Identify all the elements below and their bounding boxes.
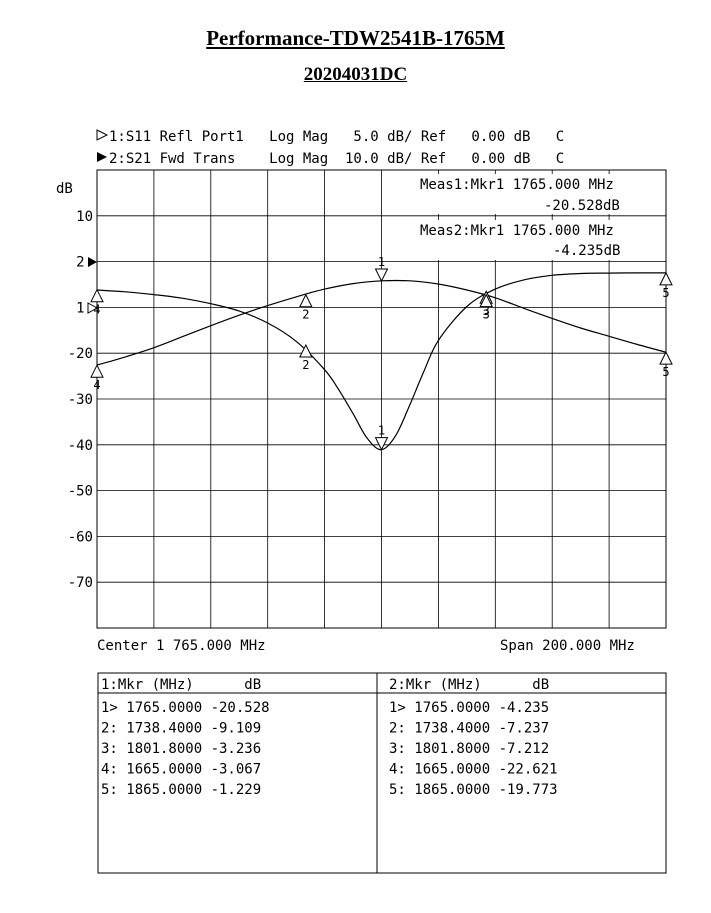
marker-triangle-up-icon	[659, 271, 673, 286]
marker-triangle-up-icon	[299, 343, 313, 358]
marker-triangle-up-icon	[90, 288, 104, 303]
ch1-table-row: 2: 1738.4000 -9.109	[101, 721, 261, 737]
page-subtitle: 20204031DC	[303, 64, 408, 85]
marker-ch2-4: 4	[90, 364, 104, 392]
marker-triangle-up-icon	[479, 293, 494, 308]
ch2-table-row: 5: 1865.0000 -19.773	[389, 782, 558, 798]
ch1-table-row: 4: 1665.0000 -3.067	[101, 762, 261, 778]
marker-label: 5	[662, 365, 669, 379]
marker-label: 4	[93, 378, 100, 392]
marker-triangle-down-icon	[374, 437, 389, 451]
y-tick-label: -40	[68, 438, 93, 454]
ch1-indicator-icon	[96, 129, 109, 141]
meas1-line2: -20.528dB	[544, 198, 620, 214]
y-tick-label: -20	[68, 346, 93, 362]
marker-triangle-up-icon	[659, 351, 673, 365]
marker-ch1-2: 2	[299, 343, 313, 372]
marker-label: 1	[378, 424, 385, 438]
meas2-line1: Meas2:Mkr1 1765.000 MHz	[420, 223, 614, 239]
marker-label: 2	[302, 358, 309, 372]
ch2-table-header: 2:Mkr (MHz) dB	[389, 677, 549, 693]
marker-triangle-up-icon	[90, 364, 104, 378]
y-tick-label: -60	[68, 529, 93, 545]
marker-label: 5	[662, 286, 669, 300]
marker-ch1-1: 1	[374, 424, 389, 451]
trace-markers: 1 2 3 4 5 1 2 3 4 5	[90, 255, 673, 451]
marker-label: 4	[93, 303, 100, 317]
marker-ch2-5: 5	[659, 351, 673, 379]
y-tick-label: -50	[68, 484, 93, 500]
marker-ch1-4: 4	[90, 288, 104, 317]
ch2-header: 2:S21 Fwd Trans Log Mag 10.0 dB/ Ref 0.0…	[109, 151, 564, 167]
ch2-table-row: 4: 1665.0000 -22.621	[389, 762, 558, 778]
y-tick-label: 10	[76, 209, 93, 225]
marker-triangle-up-icon	[299, 293, 313, 308]
marker-label: 3	[483, 304, 490, 318]
y-axis-label: dB	[56, 181, 73, 197]
marker-ch2-1: 1	[374, 255, 389, 283]
ch1-table-header: 1:Mkr (MHz) dB	[101, 677, 261, 693]
ch2-table-row: 2: 1738.4000 -7.237	[389, 721, 549, 737]
ch2-table-row: 3: 1801.8000 -7.212	[389, 741, 549, 757]
ch1-reference-arrow-icon	[87, 302, 99, 314]
ch1-table-row: 1> 1765.0000 -20.528	[101, 700, 270, 716]
meas2-line2: -4.235dB	[553, 243, 620, 259]
marker-label: 3	[483, 308, 490, 322]
marker-label: 1	[378, 255, 385, 269]
span-frequency: Span 200.000 MHz	[500, 638, 635, 654]
marker-table-rows: 1> 1765.0000 -20.528 2: 1738.4000 -9.109 3…	[101, 700, 558, 798]
marker-ch2-2: 2	[299, 293, 313, 322]
y-tick-label: -70	[68, 575, 93, 591]
ch2-table-row: 1> 1765.0000 -4.235	[389, 700, 549, 716]
meas1-readout-bg	[417, 174, 662, 214]
marker-ch2-3: 3	[479, 293, 494, 322]
marker-triangle-down-icon	[374, 268, 389, 283]
ch1-table-row: 3: 1801.8000 -3.236	[101, 741, 261, 757]
marker-table	[97, 672, 667, 874]
meas2-readout-bg	[417, 220, 662, 260]
marker-ch1-5: 5	[659, 271, 673, 300]
meas1-line1: Meas1:Mkr1 1765.000 MHz	[420, 177, 614, 193]
center-frequency: Center 1 765.000 MHz	[97, 638, 266, 654]
ch2-indicator-icon	[97, 152, 107, 162]
marker-label: 2	[302, 308, 309, 322]
ch1-table-row: 5: 1865.0000 -1.229	[101, 782, 261, 798]
page-title: Performance-TDW2541B-1765M	[206, 26, 505, 50]
ch2-reference-arrow-icon	[88, 257, 97, 267]
ch1-header: 1:S11 Refl Port1 Log Mag 5.0 dB/ Ref 0.0…	[109, 129, 564, 145]
y-tick-label: -30	[68, 392, 93, 408]
